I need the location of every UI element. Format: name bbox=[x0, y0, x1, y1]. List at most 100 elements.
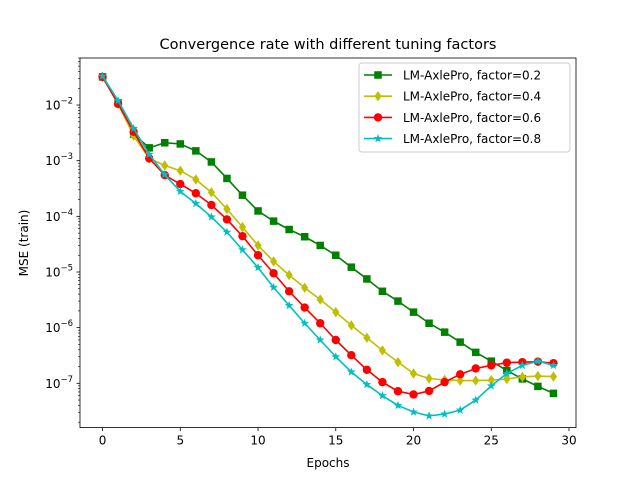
data-point bbox=[269, 217, 278, 225]
data-point bbox=[533, 356, 543, 365]
data-point bbox=[254, 240, 262, 251]
data-point bbox=[161, 160, 169, 171]
data-point bbox=[363, 275, 371, 283]
legend-item: LM-AxlePro, factor=0.2 bbox=[364, 69, 541, 83]
data-point bbox=[253, 262, 263, 272]
data-point bbox=[487, 357, 496, 365]
series-4 bbox=[98, 71, 558, 420]
data-point bbox=[160, 170, 170, 179]
data-point bbox=[549, 389, 558, 398]
data-point bbox=[301, 282, 309, 294]
data-point bbox=[129, 123, 139, 133]
data-point bbox=[517, 360, 527, 370]
x-tick-label: 5 bbox=[176, 434, 184, 448]
data-point bbox=[144, 149, 154, 159]
legend-item: LM-AxlePro, factor=0.8 bbox=[364, 132, 541, 146]
data-point bbox=[238, 231, 247, 241]
data-point bbox=[238, 221, 247, 233]
data-point bbox=[316, 241, 324, 250]
data-point bbox=[207, 187, 215, 198]
series-layer bbox=[98, 71, 558, 420]
data-point bbox=[425, 373, 433, 384]
data-point bbox=[269, 282, 278, 292]
data-point bbox=[222, 227, 232, 236]
series-1 bbox=[98, 73, 558, 398]
y-axis: 10−7 10−6 10−5 10−4 10−3 10−2 bbox=[45, 57, 80, 423]
data-point bbox=[363, 332, 371, 343]
data-point bbox=[347, 320, 355, 331]
data-point bbox=[238, 245, 247, 254]
series-3 bbox=[98, 72, 558, 399]
data-point bbox=[160, 139, 169, 147]
legend: LM-AxlePro, factor=0.2 LM-AxlePro, factor… bbox=[358, 62, 571, 153]
x-axis: 0 5 10 15 20 25 30 bbox=[99, 427, 577, 448]
data-point bbox=[223, 203, 231, 215]
legend-marker bbox=[374, 71, 382, 79]
legend-label: LM-AxlePro, factor=0.4 bbox=[403, 90, 541, 104]
data-point bbox=[518, 371, 526, 383]
legend-marker bbox=[374, 91, 382, 102]
data-point bbox=[440, 377, 449, 387]
x-tick-label: 20 bbox=[406, 434, 421, 448]
data-point bbox=[440, 409, 449, 418]
data-point bbox=[191, 198, 201, 208]
data-point bbox=[300, 232, 309, 241]
x-tick-label: 15 bbox=[328, 434, 343, 448]
data-point bbox=[300, 303, 309, 312]
data-point bbox=[269, 269, 278, 278]
data-point bbox=[192, 147, 200, 155]
data-point bbox=[502, 358, 512, 367]
data-point bbox=[269, 256, 278, 267]
legend-box bbox=[358, 62, 571, 153]
data-point bbox=[502, 368, 512, 378]
data-point bbox=[129, 127, 138, 137]
data-point bbox=[409, 308, 418, 316]
data-point bbox=[440, 328, 449, 336]
x-tick-label: 0 bbox=[99, 434, 107, 448]
data-point bbox=[238, 191, 247, 199]
data-point bbox=[378, 345, 387, 356]
data-point bbox=[549, 360, 558, 370]
data-point bbox=[207, 212, 216, 221]
data-point bbox=[487, 361, 496, 370]
data-point bbox=[316, 319, 325, 328]
data-point bbox=[424, 411, 434, 420]
legend-items: LM-AxlePro, factor=0.2 LM-AxlePro, factor… bbox=[364, 69, 541, 146]
data-point bbox=[378, 377, 387, 387]
data-point bbox=[346, 367, 356, 376]
data-point bbox=[113, 96, 123, 105]
data-point bbox=[315, 335, 325, 344]
x-tick-label: 30 bbox=[561, 434, 576, 448]
data-point bbox=[285, 269, 293, 281]
legend-item: LM-AxlePro, factor=0.6 bbox=[364, 111, 541, 125]
data-point bbox=[98, 71, 107, 80]
x-tick-label: 10 bbox=[250, 434, 265, 448]
y-tick-label: 10−5 bbox=[45, 263, 73, 279]
data-point bbox=[378, 391, 387, 400]
data-point bbox=[534, 370, 542, 382]
data-point bbox=[471, 348, 480, 357]
data-point bbox=[362, 365, 372, 374]
y-tick-label: 10−3 bbox=[45, 152, 73, 168]
data-point bbox=[347, 263, 356, 271]
data-point bbox=[176, 140, 185, 148]
data-point bbox=[332, 251, 340, 259]
data-point bbox=[300, 318, 310, 327]
plot-frame bbox=[79, 57, 577, 429]
data-point bbox=[145, 144, 153, 152]
data-point bbox=[393, 387, 403, 396]
data-point bbox=[394, 297, 402, 305]
data-point bbox=[254, 207, 262, 215]
series-line bbox=[101, 75, 554, 417]
data-point bbox=[284, 300, 294, 310]
y-tick-label: 10−4 bbox=[45, 208, 73, 224]
data-point bbox=[549, 371, 558, 382]
data-point bbox=[192, 174, 200, 185]
data-point bbox=[222, 215, 232, 224]
chart-title: Convergence rate with different tuning f… bbox=[160, 37, 497, 53]
data-point bbox=[253, 251, 263, 260]
data-point bbox=[223, 174, 231, 183]
x-tick-label: 25 bbox=[484, 434, 499, 448]
data-point bbox=[424, 386, 434, 396]
